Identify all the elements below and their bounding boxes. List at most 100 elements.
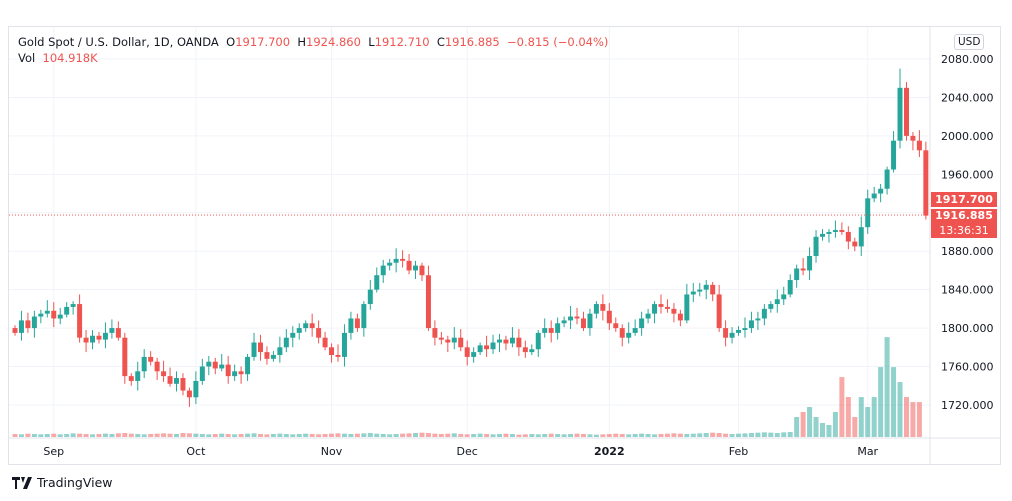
candle-body [593,304,599,314]
candle-body [619,328,625,338]
candle-body [70,304,76,307]
volume-bar [393,434,399,437]
candle-body [115,328,121,338]
candle-body [186,390,192,398]
candle-body [529,349,535,353]
candle-body [884,169,890,189]
volume-bar [77,433,83,437]
volume-bar [652,434,658,437]
volume-bar [542,434,548,437]
candle-body [64,306,70,315]
candle-body [199,366,205,381]
volume-bar [471,434,477,437]
volume-bar [458,434,464,437]
candle-body [781,294,787,300]
volume-bar [90,434,96,437]
volume-bar [671,433,677,437]
x-tick-label: Sep [43,445,64,458]
volume-bar [910,402,916,437]
candle-body [910,135,916,141]
volume-bar [820,423,825,437]
volume-bar [109,434,115,437]
candle-body [606,310,612,324]
candle-body [400,258,406,261]
volume-bar [548,433,554,437]
volume-bar [264,434,270,437]
tradingview-logo-icon [12,476,32,489]
candle-body [31,316,37,329]
volume-bar [70,433,76,437]
volume-bar [335,433,341,437]
volume-bar [238,434,244,437]
price-chart[interactable]: 2080.000 2040.000 2000.000 1960.000 1880.000… [9,27,1000,464]
candle-body [742,328,748,331]
volume-bar [199,434,205,437]
candle-body [664,306,670,309]
candle-body [858,227,864,247]
candle-body [897,87,903,141]
volume-bar [329,433,335,437]
volume-bar [387,434,393,437]
volume-bar [832,412,838,437]
candle-body [296,328,302,333]
volume-bar [639,433,645,437]
candle-body [148,356,154,362]
volume-bar [645,434,651,437]
chart-frame: 2080.000 2040.000 2000.000 1960.000 1880.000… [8,26,1001,465]
volume-bar [697,433,703,437]
volume-bar [167,433,173,437]
volume-bar [232,434,238,437]
candle-body [464,347,470,357]
volume-bar [787,432,793,437]
volume-bar [193,433,199,437]
volume-bar [781,432,787,437]
currency-button[interactable]: USD [954,34,985,50]
tradingview-brand[interactable]: TradingView [37,475,113,490]
candle-body [18,320,24,333]
candle-body [916,140,922,151]
candle-body [503,339,509,344]
candle-body [542,328,548,333]
candle-body [535,332,541,350]
volume-bar [768,432,774,437]
volume-bar [303,433,309,437]
candle-body [878,188,884,194]
volume-bar [580,434,586,437]
volume-bar [148,434,154,437]
candle-body [522,347,528,353]
volume-bar [800,412,806,437]
candle-body [477,345,483,353]
volume-bar [871,397,877,437]
candle-body [316,328,322,338]
candle-body [367,289,373,305]
candle-body [154,361,160,372]
volume-bar [400,433,406,437]
symbol-title[interactable]: Gold Spot / U.S. Dollar, 1D, OANDA [18,35,219,49]
candle-body [438,337,444,340]
candle-body [787,280,793,295]
candle-body [832,230,838,232]
candle-body [723,328,729,338]
volume-bar [490,434,496,437]
candle-body [820,233,825,237]
candle-body [51,310,57,319]
volume-bar [878,367,884,437]
y-tick-label: 1760.000 [941,361,994,374]
volume-bar [419,432,425,437]
candle-body [206,361,212,367]
candle-body [658,304,664,307]
volume-bar [322,434,328,437]
volume-bar [316,434,322,437]
volume-bar [348,434,354,437]
volume-bar [839,377,845,437]
candle-body [329,347,335,355]
candle-body [891,140,897,170]
volume-bar [761,432,767,437]
countdown-tag: 13:36:31 [931,223,997,238]
volume-bar [606,434,612,437]
y-tick-label: 1880.000 [941,245,994,258]
candle-body [38,313,44,317]
candle-body [406,260,412,271]
candle-body [600,304,606,311]
volume-bar [277,433,283,437]
